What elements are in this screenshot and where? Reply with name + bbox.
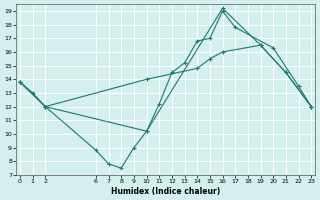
X-axis label: Humidex (Indice chaleur): Humidex (Indice chaleur) [111,187,220,196]
